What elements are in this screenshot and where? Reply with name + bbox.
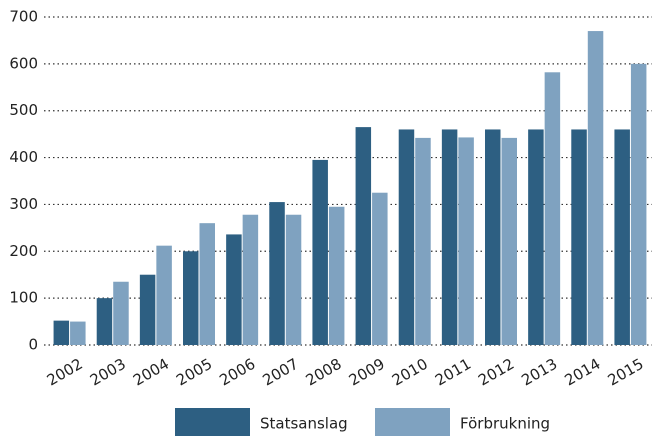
x-tick-label: 2003 — [87, 355, 129, 390]
x-tick-label: 2014 — [561, 355, 603, 390]
legend-swatch — [175, 408, 250, 436]
y-tick-label: 100 — [9, 289, 38, 307]
x-tick-label: 2013 — [518, 355, 560, 390]
x-tick-label: 2010 — [389, 355, 431, 390]
bar — [544, 72, 561, 345]
x-tick-label: 2005 — [173, 355, 215, 390]
x-tick-label: 2002 — [44, 355, 86, 390]
bar — [199, 223, 215, 345]
bar — [485, 129, 501, 345]
x-tick-label: 2015 — [605, 355, 647, 390]
bar — [285, 214, 302, 345]
bar — [441, 129, 458, 345]
y-tick-label: 300 — [9, 195, 38, 213]
legend-label: Förbrukning — [460, 415, 550, 433]
x-tick-label: 2008 — [303, 355, 345, 390]
bar — [96, 298, 113, 345]
bar — [242, 214, 259, 345]
bar — [458, 137, 474, 345]
bar — [139, 274, 156, 345]
bar — [183, 251, 199, 345]
bar — [501, 137, 517, 345]
bar — [372, 192, 388, 345]
bar — [269, 202, 285, 345]
bar — [113, 281, 129, 345]
x-tick-label: 2004 — [130, 355, 172, 390]
y-tick-label: 600 — [9, 54, 38, 72]
legend-swatch — [375, 408, 450, 436]
bar — [156, 245, 172, 345]
bar — [328, 206, 345, 345]
y-tick-label: 400 — [9, 148, 38, 166]
bar — [53, 320, 70, 345]
y-tick-label: 700 — [9, 8, 38, 26]
legend-label: Statsanslag — [260, 415, 348, 433]
bar — [226, 234, 242, 345]
bar — [614, 129, 630, 345]
bar — [355, 127, 372, 345]
x-tick-label: 2011 — [432, 355, 474, 390]
x-tick-label: 2009 — [346, 355, 388, 390]
bar — [571, 129, 587, 345]
bar — [587, 31, 604, 346]
y-tick-label: 500 — [9, 101, 38, 119]
y-tick-label: 0 — [28, 336, 38, 354]
x-tick-label: 2012 — [475, 355, 517, 390]
x-tick-label: 2006 — [216, 355, 258, 390]
bar — [630, 63, 647, 345]
x-tick-label: 2007 — [259, 355, 301, 390]
bar — [312, 159, 328, 345]
bar — [70, 321, 86, 345]
bar — [528, 129, 544, 345]
y-tick-label: 200 — [9, 242, 38, 260]
bar — [398, 129, 415, 345]
bar — [415, 137, 431, 345]
